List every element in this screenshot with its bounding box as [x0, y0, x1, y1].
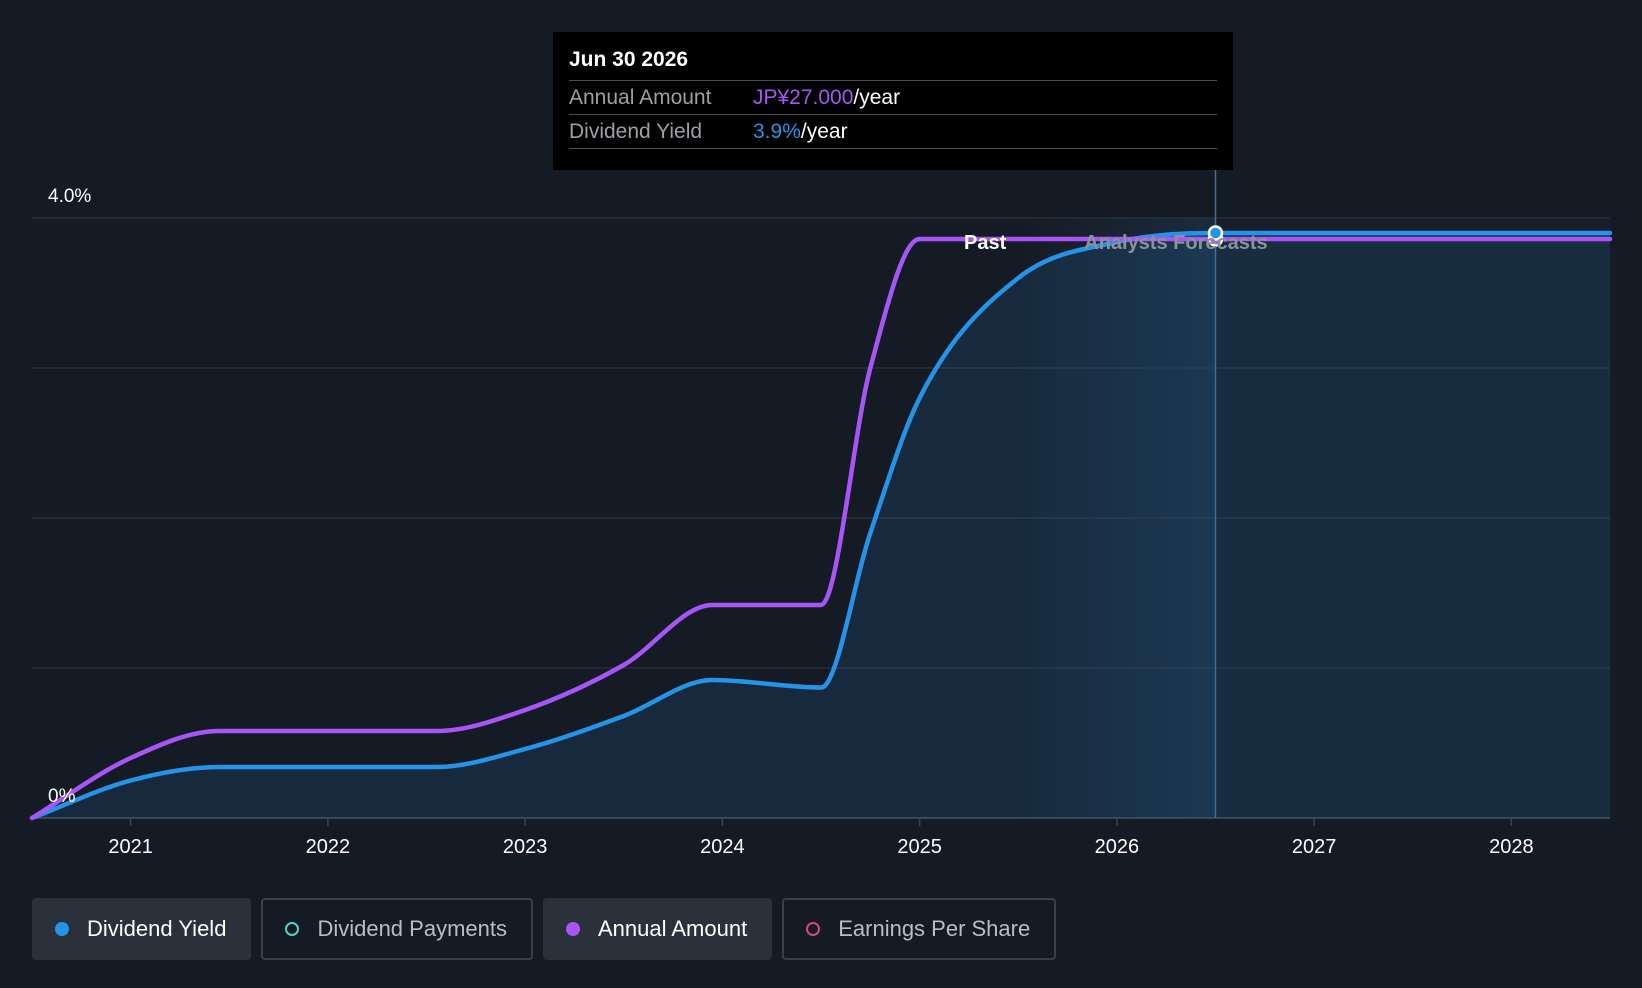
legend-dot-icon	[55, 922, 69, 936]
x-tick-label: 2024	[700, 836, 745, 858]
legend-label: Dividend Payments	[317, 916, 507, 941]
tooltip-annual-amount-label: Annual Amount	[569, 86, 712, 109]
legend-dot-icon	[806, 922, 821, 936]
tooltip-dividend-yield-unit: /year	[800, 120, 848, 143]
dividend-yield-hover-marker	[1207, 225, 1224, 241]
legend-dot-icon	[285, 922, 300, 936]
legend-dividend-payments[interactable]: Dividend Payments	[261, 898, 533, 960]
tooltip-row-annual-amount: Annual Amount JP¥27.000/year	[569, 80, 1217, 114]
chart-legend: Dividend Yield Dividend Payments Annual …	[32, 898, 1057, 960]
x-tick-label: 2022	[306, 836, 351, 858]
tooltip-date: Jun 30 2026	[569, 48, 689, 71]
legend-label: Dividend Yield	[87, 916, 227, 941]
tooltip-row-dividend-yield: Dividend Yield 3.9%/year	[569, 114, 1217, 149]
legend-earnings-per-share[interactable]: Earnings Per Share	[782, 898, 1057, 960]
forecast-label: Analysts Forecasts	[1084, 232, 1267, 254]
y-tick-label: 4.0%	[48, 186, 91, 207]
legend-annual-amount[interactable]: Annual Amount	[542, 898, 773, 960]
chart-tooltip: Jun 30 2026 Annual Amount JP¥27.000/year…	[553, 32, 1233, 170]
tooltip-dividend-yield-value: 3.9%	[753, 120, 801, 143]
x-tick-label: 2026	[1095, 836, 1140, 858]
annual-amount-line	[29, 236, 1613, 821]
legend-dot-icon	[565, 922, 580, 936]
legend-dividend-yield[interactable]: Dividend Yield	[32, 898, 252, 960]
tooltip-annual-amount-value: JP¥27.000	[753, 86, 854, 109]
x-tick-label: 2028	[1489, 836, 1534, 858]
x-tick-label: 2021	[108, 836, 153, 858]
legend-label: Annual Amount	[597, 916, 748, 941]
x-tick-label: 2025	[897, 836, 942, 858]
tooltip-annual-amount-unit: /year	[853, 86, 901, 109]
y-tick-label: 0%	[48, 786, 76, 807]
x-tick-label: 2027	[1292, 836, 1337, 858]
legend-label: Earnings Per Share	[838, 916, 1031, 941]
x-tick-label: 2023	[503, 836, 548, 858]
past-label: Past	[964, 232, 1007, 254]
tooltip-dividend-yield-label: Dividend Yield	[569, 120, 703, 143]
